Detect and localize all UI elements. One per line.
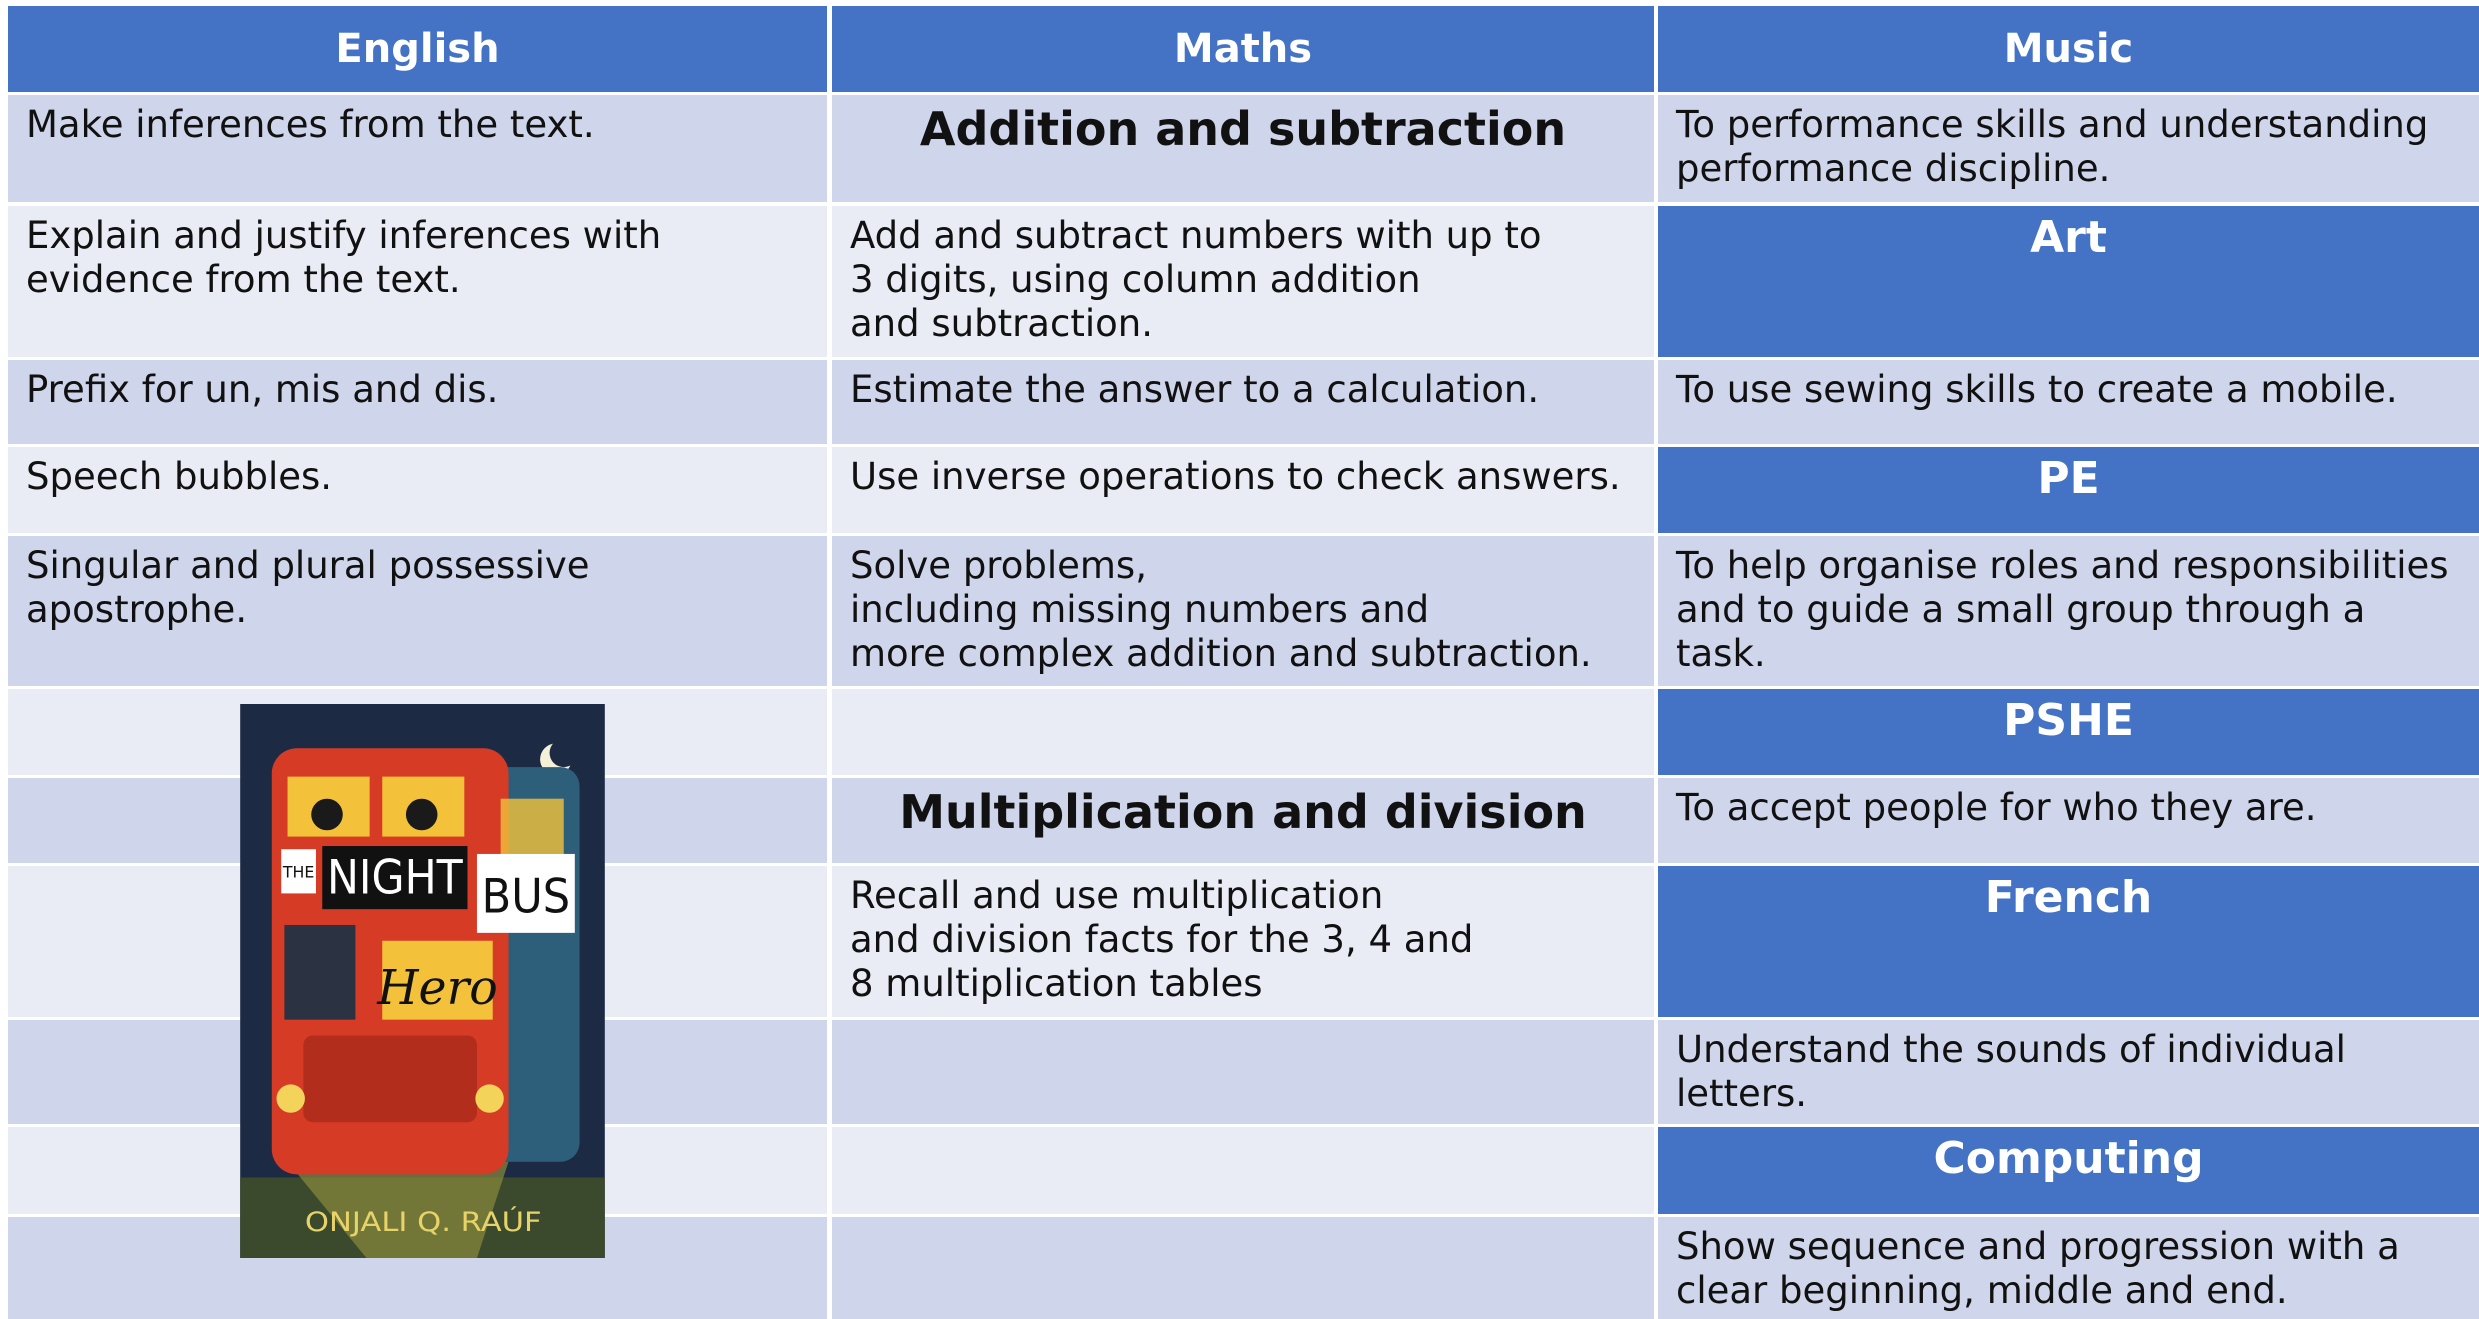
- cell-text: [832, 1127, 1654, 1214]
- column-header: Music: [1658, 6, 2479, 92]
- cell-text: [832, 1217, 1654, 1319]
- cell-text: [832, 1020, 1654, 1124]
- cell-text: Add and subtract numbers with up to 3 di…: [832, 206, 1654, 357]
- cell-text: To help organise roles and responsibilit…: [1658, 536, 2479, 686]
- column-header: Maths: [832, 6, 1654, 92]
- cell-text: Show sequence and progression with a cle…: [1658, 1217, 2479, 1319]
- column-header: English: [8, 6, 827, 92]
- section-heading: Addition and subtraction: [832, 95, 1654, 202]
- cell-text: Prefix for un, mis and dis.: [8, 360, 827, 444]
- subject-heading: Art: [1658, 206, 2479, 357]
- cell-text: Recall and use multiplication and divisi…: [832, 866, 1654, 1017]
- cell-text: Speech bubbles.: [8, 447, 827, 533]
- subject-heading: PSHE: [1658, 689, 2479, 775]
- cell-text: To use sewing skills to create a mobile.: [1658, 360, 2479, 444]
- book-cover: THE NIGHT BUS Hero ONJALI Q. RAÚF: [240, 704, 605, 1258]
- cell-text: [832, 689, 1654, 775]
- book-title-3: Hero: [376, 961, 497, 1016]
- book-title-1: NIGHT: [327, 850, 464, 905]
- cell-text: Estimate the answer to a calculation.: [832, 360, 1654, 444]
- subject-heading: Computing: [1658, 1127, 2479, 1214]
- subject-heading: PE: [1658, 447, 2479, 533]
- subject-heading: French: [1658, 866, 2479, 1017]
- book-title-small: THE: [282, 863, 314, 882]
- cell-text: Solve problems, including missing number…: [832, 536, 1654, 686]
- cell-text: Use inverse operations to check answers.: [832, 447, 1654, 533]
- cell-text: To performance skills and understanding …: [1658, 95, 2479, 202]
- cell-text: Explain and justify inferences with evid…: [8, 206, 827, 357]
- book-author: ONJALI Q. RAÚF: [305, 1206, 542, 1238]
- book-title-2: BUS: [482, 869, 570, 924]
- cell-text: To accept people for who they are.: [1658, 778, 2479, 863]
- section-heading: Multiplication and division: [832, 778, 1654, 863]
- cell-text: Singular and plural possessive apostroph…: [8, 536, 827, 686]
- cell-text: Understand the sounds of individual lett…: [1658, 1020, 2479, 1124]
- cell-text: Make inferences from the text.: [8, 95, 827, 202]
